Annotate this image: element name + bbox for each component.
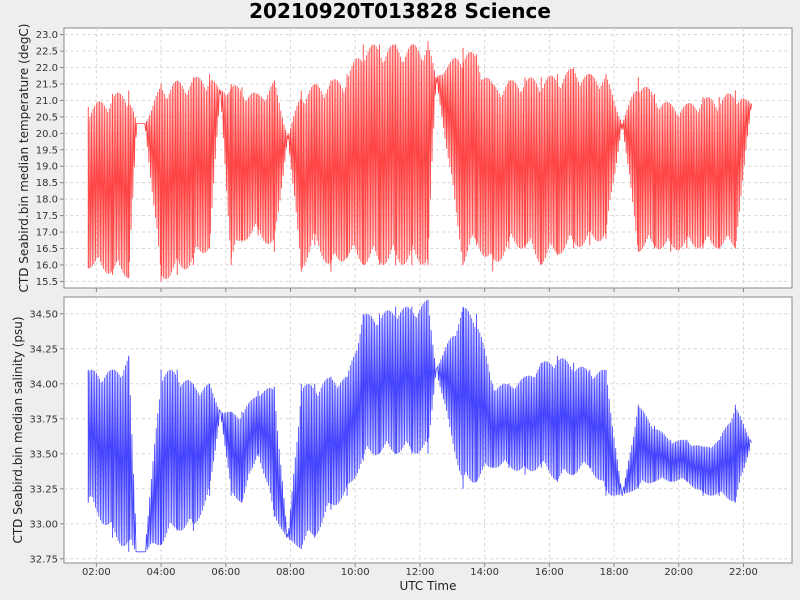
temperature-y-tick-label: 19.0 bbox=[36, 162, 58, 173]
salinity-y-tick-label: 33.25 bbox=[29, 484, 58, 495]
temperature-y-tick-label: 18.0 bbox=[36, 195, 58, 206]
x-tick-label: 10:00 bbox=[341, 567, 370, 578]
temperature-y-tick-label: 17.0 bbox=[36, 228, 58, 239]
temperature-y-tick-label: 22.0 bbox=[36, 63, 58, 74]
salinity-y-tick-label: 32.75 bbox=[29, 554, 58, 565]
temperature-y-tick-label: 20.5 bbox=[36, 112, 58, 123]
temperature-y-tick-label: 17.5 bbox=[36, 211, 58, 222]
temperature-y-tick-label: 21.0 bbox=[36, 96, 58, 107]
temperature-y-ticks: 15.5 16.0 16.5 17.0 17.5 18.0 18.5 19.0 19.5 20.0… bbox=[36, 30, 64, 288]
x-tick-label: 02:00 bbox=[82, 567, 111, 578]
x-tick-label: 08:00 bbox=[276, 567, 305, 578]
salinity-y-tick-label: 33.50 bbox=[29, 449, 58, 460]
x-tick-label: 20:00 bbox=[664, 567, 693, 578]
temperature-series bbox=[87, 41, 752, 282]
x-tick-label: 06:00 bbox=[211, 567, 240, 578]
salinity-y-ticks: 32.75 33.00 33.25 33.50 33.75 34.00 34.25 34.50 bbox=[29, 309, 64, 565]
temperature-y-tick-label: 15.5 bbox=[36, 277, 58, 288]
temperature-y-tick-label: 21.5 bbox=[36, 79, 58, 90]
salinity-series bbox=[87, 299, 752, 553]
salinity-y-tick-label: 34.00 bbox=[29, 379, 58, 390]
temperature-y-tick-label: 16.5 bbox=[36, 244, 58, 255]
salinity-y-tick-label: 34.25 bbox=[29, 344, 58, 355]
chart-title: 20210920T013828 Science bbox=[249, 0, 551, 23]
x-tick-label: 14:00 bbox=[470, 567, 499, 578]
x-tick-label: 12:00 bbox=[405, 567, 434, 578]
temperature-y-tick-label: 19.5 bbox=[36, 145, 58, 156]
temperature-y-tick-label: 23.0 bbox=[36, 30, 58, 41]
salinity-y-axis-label: CTD Seabird.bin median salinity (psu) bbox=[11, 316, 25, 543]
temperature-y-axis-label: CTD Seabird.bin median temperature (degC… bbox=[17, 24, 31, 293]
x-axis-ticks: 02:00 04:00 06:00 08:00 10:00 12:00 14:00 16:00… bbox=[82, 567, 758, 578]
x-tick-label: 04:00 bbox=[147, 567, 176, 578]
temperature-y-tick-label: 22.5 bbox=[36, 47, 58, 58]
x-tick-label: 22:00 bbox=[729, 567, 758, 578]
x-tick-label: 18:00 bbox=[600, 567, 629, 578]
temperature-y-tick-label: 18.5 bbox=[36, 178, 58, 189]
salinity-trace bbox=[87, 300, 752, 553]
x-axis-label: UTC Time bbox=[400, 579, 457, 593]
x-tick-label: 16:00 bbox=[535, 567, 564, 578]
temperature-y-tick-label: 16.0 bbox=[36, 260, 58, 271]
salinity-y-tick-label: 33.75 bbox=[29, 414, 58, 425]
temperature-y-tick-label: 20.0 bbox=[36, 129, 58, 140]
temperature-trace bbox=[87, 44, 752, 280]
salinity-y-tick-label: 33.00 bbox=[29, 519, 58, 530]
salinity-y-tick-label: 34.50 bbox=[29, 309, 58, 320]
